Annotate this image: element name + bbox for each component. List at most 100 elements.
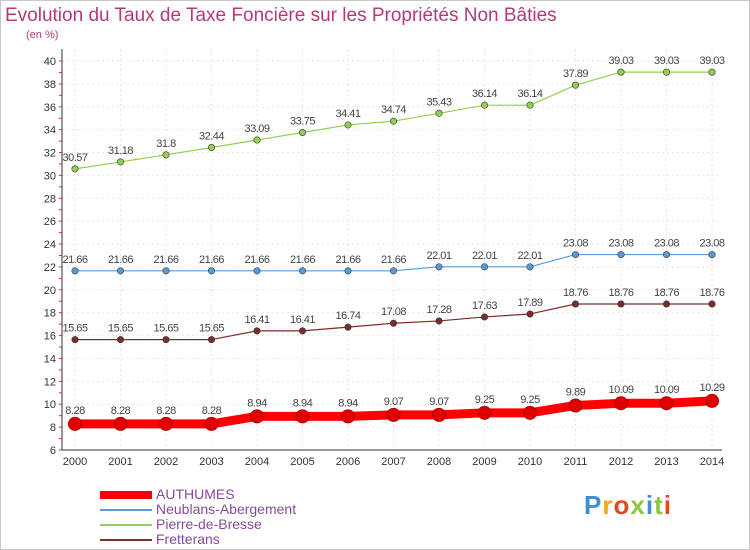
- data-point: [617, 68, 625, 76]
- y-tick-label: 16: [44, 331, 56, 343]
- x-tick-label: 2006: [336, 456, 360, 468]
- data-label: 17.89: [517, 297, 542, 309]
- data-label: 8.28: [111, 405, 131, 417]
- data-point: [344, 267, 352, 275]
- data-point: [435, 109, 443, 117]
- data-label: 18.76: [654, 287, 679, 299]
- x-tick-label: 2008: [427, 456, 451, 468]
- legend-label: AUTHUMES: [156, 486, 235, 502]
- y-tick-label: 12: [44, 376, 56, 388]
- data-label: 31.8: [156, 138, 176, 150]
- data-label: 9.07: [429, 396, 449, 408]
- data-label: 23.08: [563, 238, 588, 250]
- data-label: 22.01: [517, 250, 542, 262]
- y-tick-label: 10: [44, 399, 56, 411]
- data-label: 23.08: [654, 238, 679, 250]
- data-point: [480, 313, 488, 321]
- legend-swatch: [100, 539, 152, 541]
- data-label: 30.57: [62, 152, 87, 164]
- data-label: 18.76: [563, 287, 588, 299]
- x-tick-label: 2011: [564, 456, 588, 468]
- data-point: [389, 319, 397, 327]
- data-label: 10.09: [654, 384, 679, 396]
- data-label: 9.25: [475, 394, 495, 406]
- logo-letter: x: [630, 490, 646, 520]
- y-tick-label: 34: [44, 125, 56, 137]
- data-point: [659, 396, 674, 411]
- data-point: [71, 336, 79, 344]
- data-point: [526, 101, 534, 109]
- data-point: [208, 336, 216, 344]
- data-label: 23.08: [699, 238, 724, 250]
- data-label: 8.94: [338, 397, 358, 409]
- data-point: [662, 300, 670, 308]
- y-tick-label: 8: [50, 422, 56, 434]
- data-label: 36.14: [472, 88, 497, 100]
- data-label: 8.28: [65, 405, 85, 417]
- data-point: [295, 409, 310, 424]
- data-point: [662, 68, 670, 76]
- data-label: 15.65: [153, 323, 178, 335]
- data-point: [341, 409, 355, 424]
- data-point: [113, 416, 128, 431]
- data-label: 32.44: [199, 130, 224, 142]
- y-tick-label: 28: [44, 193, 56, 205]
- data-point: [117, 336, 125, 344]
- data-point: [526, 310, 534, 318]
- data-label: 10.29: [699, 382, 724, 394]
- data-point: [389, 117, 397, 125]
- data-point: [568, 398, 583, 413]
- data-label: 21.66: [153, 254, 178, 266]
- y-tick-label: 36: [44, 102, 56, 114]
- x-tick-label: 2005: [290, 456, 314, 468]
- data-point: [617, 251, 625, 259]
- data-point: [253, 327, 261, 335]
- data-label: 8.28: [156, 405, 176, 417]
- legend-label: Neublans-Abergement: [156, 501, 297, 517]
- proxiti-logo: Proxiti: [584, 490, 672, 521]
- legend-label: Fretterans: [156, 531, 220, 547]
- x-tick-label: 2002: [154, 456, 178, 468]
- data-point: [162, 336, 170, 344]
- x-tick-label: 2012: [609, 456, 633, 468]
- data-point: [298, 267, 306, 275]
- y-tick-label: 38: [44, 79, 56, 91]
- data-point: [617, 300, 625, 308]
- data-point: [435, 263, 443, 271]
- data-label: 18.76: [608, 287, 633, 299]
- data-label: 9.07: [384, 396, 404, 408]
- data-label: 21.66: [244, 254, 269, 266]
- data-label: 17.08: [381, 306, 406, 318]
- x-tick-label: 2000: [63, 456, 87, 468]
- data-label: 34.74: [381, 104, 406, 116]
- data-label: 16.41: [244, 314, 269, 326]
- logo-letter: o: [613, 490, 631, 520]
- y-tick-label: 40: [44, 56, 56, 68]
- data-label: 17.63: [472, 300, 497, 312]
- data-label: 16.41: [290, 314, 315, 326]
- data-label: 8.28: [202, 405, 222, 417]
- y-tick-label: 24: [44, 239, 56, 251]
- data-label: 10.09: [608, 384, 633, 396]
- legend-swatch: [100, 524, 152, 526]
- data-label: 21.66: [62, 254, 87, 266]
- x-tick-label: 2009: [472, 456, 496, 468]
- y-tick-label: 22: [44, 262, 56, 274]
- data-point: [204, 416, 219, 431]
- data-point: [708, 251, 716, 259]
- data-label: 39.03: [654, 55, 679, 67]
- data-point: [480, 263, 488, 271]
- data-point: [389, 267, 397, 275]
- data-point: [571, 251, 579, 259]
- data-label: 16.74: [335, 310, 360, 322]
- data-label: 37.89: [563, 68, 588, 80]
- data-label: 8.94: [293, 397, 313, 409]
- data-point: [117, 158, 125, 166]
- data-label: 31.18: [108, 145, 133, 157]
- y-tick-label: 6: [50, 445, 56, 457]
- data-point: [250, 409, 264, 424]
- logo-letter: P: [584, 490, 603, 520]
- x-tick-label: 2001: [108, 456, 132, 468]
